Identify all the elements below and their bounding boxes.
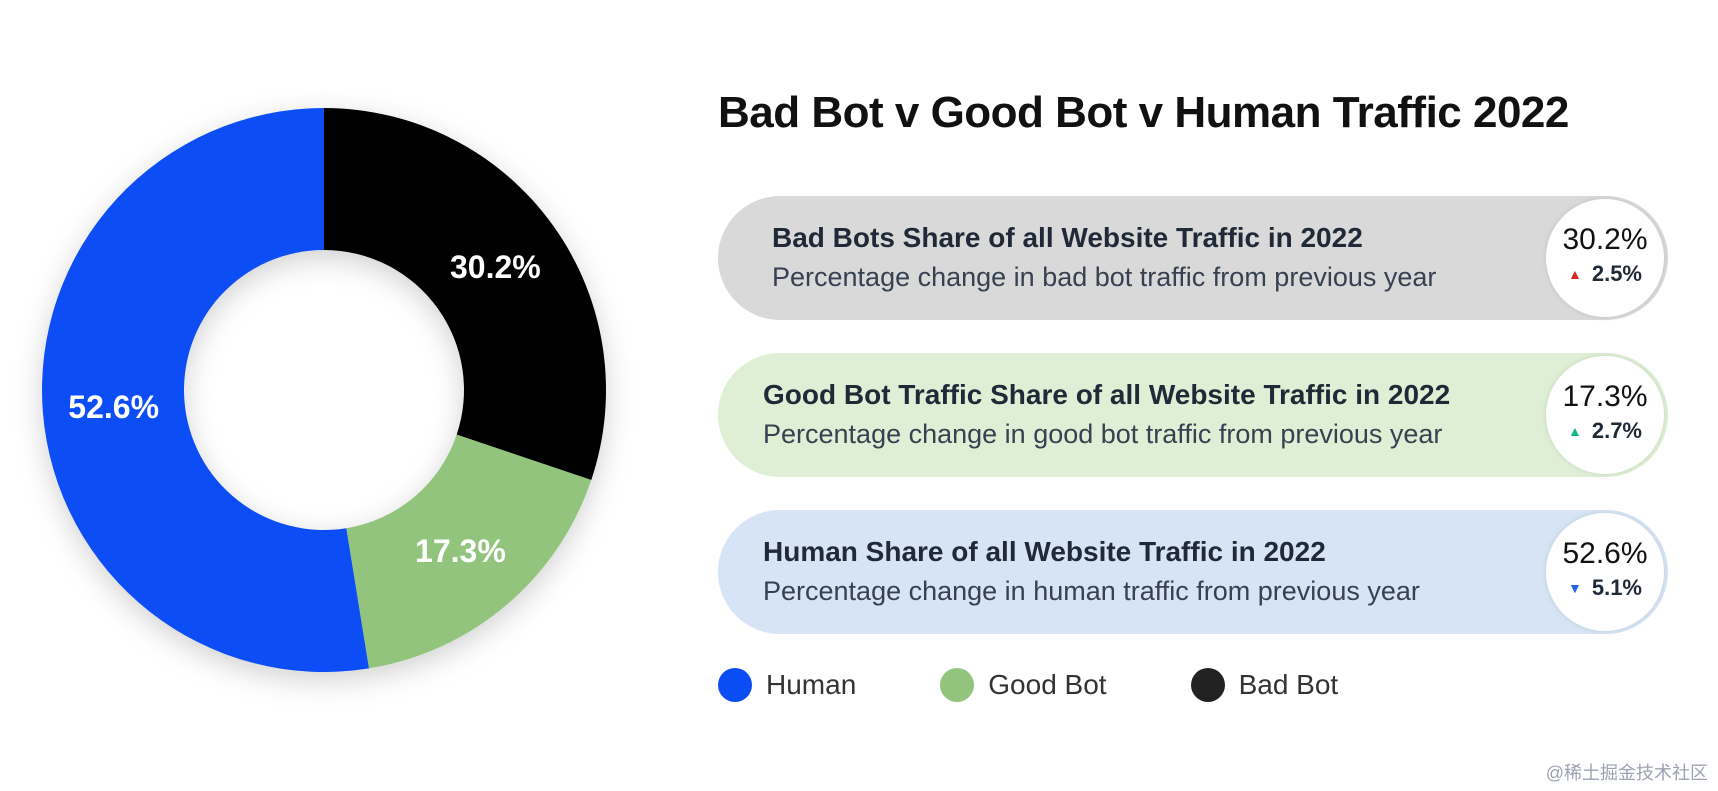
- stat-bubble: 30.2% ▲ 2.5%: [1546, 199, 1664, 317]
- slice-label: 52.6%: [68, 389, 159, 425]
- slice-label: 30.2%: [450, 249, 541, 285]
- card-subtitle: Percentage change in human traffic from …: [763, 576, 1420, 606]
- stat-bubble: 17.3% ▲ 2.7%: [1546, 356, 1664, 474]
- card-good-bot: Good Bot Traffic Share of all Website Tr…: [718, 353, 1668, 477]
- slice-label: 17.3%: [415, 533, 506, 569]
- card-heading: Bad Bots Share of all Website Traffic in…: [772, 222, 1363, 253]
- arrow-up-icon: ▲: [1567, 423, 1582, 439]
- legend-item-bad-bot: Bad Bot: [1190, 668, 1339, 702]
- stat-change: 5.1%: [1591, 575, 1642, 600]
- donut-slice-bad-bot: [324, 108, 606, 480]
- card-subtitle: Percentage change in good bot traffic fr…: [763, 419, 1443, 449]
- legend-label: Human: [766, 669, 857, 700]
- card-heading: Human Share of all Website Traffic in 20…: [763, 536, 1326, 567]
- legend-swatch: [718, 668, 752, 702]
- card-human: Human Share of all Website Traffic in 20…: [718, 510, 1668, 634]
- legend-swatch: [940, 668, 975, 702]
- donut-slice-human: [41, 108, 369, 672]
- donut-slice-good-bot: [346, 434, 592, 669]
- chart-title: Bad Bot v Good Bot v Human Traffic 2022: [718, 88, 1569, 137]
- donut-chart: 30.2% 17.3% 52.6%: [41, 108, 606, 672]
- stat-bubble: 52.6% ▼ 5.1%: [1546, 513, 1664, 631]
- arrow-up-icon: ▲: [1567, 266, 1582, 282]
- legend-label: Good Bot: [988, 669, 1107, 700]
- stat-value: 30.2%: [1562, 223, 1648, 256]
- arrow-down-icon: ▼: [1567, 580, 1582, 596]
- stat-value: 52.6%: [1562, 537, 1648, 570]
- card-heading: Good Bot Traffic Share of all Website Tr…: [763, 379, 1451, 410]
- card-subtitle: Percentage change in bad bot traffic fro…: [772, 262, 1437, 292]
- legend-item-human: Human: [718, 668, 856, 702]
- stat-value: 17.3%: [1562, 380, 1648, 413]
- watermark: @稀土掘金技术社区: [1545, 763, 1708, 783]
- legend-item-good-bot: Good Bot: [940, 668, 1107, 702]
- stat-change: 2.7%: [1591, 418, 1642, 443]
- legend-label: Bad Bot: [1238, 669, 1339, 700]
- stat-change: 2.5%: [1591, 261, 1642, 286]
- card-bad-bot: Bad Bots Share of all Website Traffic in…: [718, 196, 1668, 320]
- chart-legend: Human Good Bot Bad Bot: [718, 668, 1422, 702]
- legend-swatch: [1190, 668, 1225, 702]
